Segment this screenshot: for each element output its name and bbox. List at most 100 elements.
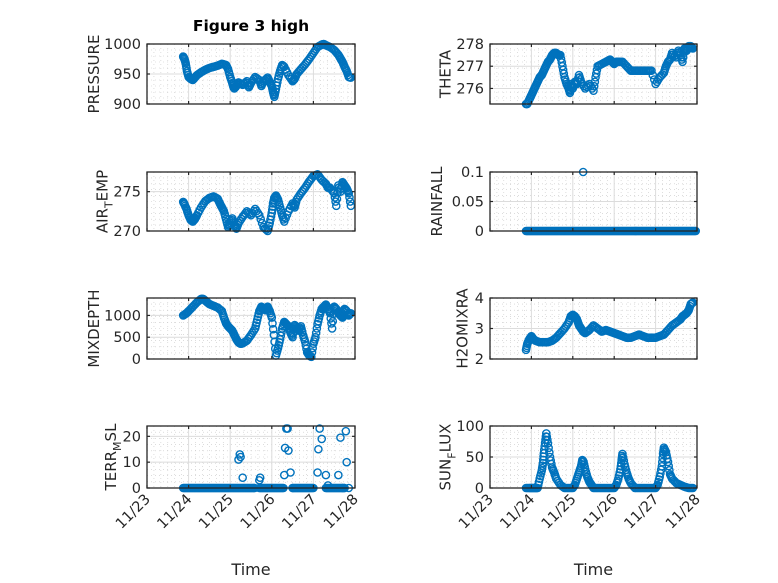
- data-point: [267, 205, 277, 215]
- axes-box: [146, 297, 356, 360]
- data-point: [268, 324, 278, 334]
- y-axis-label: H2OMIXRA: [454, 288, 472, 369]
- x-tick-label: 11/26: [238, 492, 279, 533]
- data-point: [334, 470, 343, 480]
- y-tick-label: 50: [466, 450, 484, 466]
- data-point: [311, 328, 321, 338]
- series-mixdepth: [178, 294, 356, 362]
- data-point: [342, 457, 351, 467]
- x-tick-label: 11/25: [539, 492, 580, 533]
- axes-box: [146, 171, 356, 232]
- y-tick-label: 277: [456, 59, 484, 75]
- data-point: [323, 481, 333, 490]
- data-point: [255, 210, 264, 220]
- y-tick-label: 500: [113, 330, 141, 346]
- x-tick-label: 11/27: [622, 492, 663, 533]
- y-tick-label: 950: [113, 67, 141, 83]
- y-tick-label: 0.05: [452, 195, 484, 211]
- series-theta: [521, 41, 698, 109]
- subplot-row2-right: 0 0.05 0.1 RAINFALL: [428, 165, 701, 240]
- y-axis-label: RAINFALL: [428, 166, 446, 237]
- y-tick-label: 3: [475, 322, 484, 338]
- data-point: [313, 468, 322, 477]
- x-tick-label: 11/28: [663, 492, 704, 533]
- data-point: [590, 77, 600, 87]
- data-point: [663, 457, 673, 467]
- data-point: [249, 206, 259, 216]
- data-point: [345, 193, 354, 202]
- data-point: [234, 455, 243, 464]
- axes-box: [489, 43, 698, 105]
- data-point: [256, 214, 266, 224]
- minor-grid: [147, 426, 355, 488]
- data-point: [307, 348, 317, 357]
- data-point: [619, 456, 629, 466]
- x-axis-label: Time: [230, 560, 270, 579]
- y-axis-label: PRESSURE: [85, 35, 103, 114]
- data-point: [317, 434, 327, 444]
- data-point: [314, 444, 323, 454]
- data-point: [678, 53, 688, 62]
- data-point: [321, 470, 331, 480]
- y-tick-label: 0: [475, 224, 484, 240]
- data-point: [284, 446, 293, 455]
- y-tick-label: 10: [123, 455, 141, 471]
- y-tick-label: 0: [132, 352, 141, 368]
- x-tick-label: 11/25: [196, 492, 237, 533]
- y-axis-label: MIXDEPTH: [85, 289, 103, 367]
- data-point: [344, 188, 354, 198]
- x-axis-label: Time: [573, 560, 613, 579]
- y-tick-label: 278: [456, 37, 484, 53]
- axes-box: [146, 425, 356, 489]
- figure-title: Figure 3 high: [193, 17, 309, 35]
- data-point: [238, 473, 247, 482]
- y-tick-label: 0.1: [461, 165, 484, 181]
- x-tick-label: 11/23: [113, 492, 154, 533]
- data-point: [336, 433, 345, 442]
- y-tick-label: 1000: [104, 308, 141, 324]
- data-point: [315, 424, 324, 433]
- data-point: [341, 426, 351, 436]
- x-tick-label: 11/28: [321, 492, 362, 533]
- data-point: [543, 435, 552, 445]
- x-tick-label: 11/24: [155, 492, 196, 533]
- data-point: [678, 57, 687, 67]
- data-point: [268, 319, 277, 328]
- data-point: [664, 461, 674, 471]
- data-point: [647, 66, 656, 75]
- x-tick-label: 11/26: [580, 492, 621, 533]
- y-tick-label: 100: [456, 419, 484, 435]
- data-point: [283, 424, 292, 433]
- y-tick-label: 0: [475, 481, 484, 497]
- data-point: [345, 197, 355, 206]
- y-axis-label: THETA: [437, 49, 455, 99]
- y-axis-label: AIRTEMP: [94, 170, 116, 233]
- y-tick-label: 276: [456, 81, 484, 97]
- y-tick-label: 275: [113, 185, 141, 201]
- y-tick-label: 900: [113, 97, 141, 113]
- y-tick-label: 1000: [104, 37, 141, 53]
- data-point: [255, 473, 265, 482]
- data-point: [543, 439, 553, 448]
- data-point: [559, 69, 569, 78]
- y-tick-label: 4: [475, 291, 484, 307]
- x-tick-label: 11/27: [279, 492, 320, 533]
- data-point: [311, 332, 320, 342]
- data-point: [545, 448, 554, 457]
- data-point: [288, 332, 297, 342]
- y-tick-label: 2: [475, 352, 484, 368]
- y-tick-label: 270: [113, 224, 141, 240]
- data-point: [243, 208, 253, 217]
- y-axis-label: TERRMSL: [102, 423, 124, 492]
- data-point: [589, 81, 599, 91]
- data-point: [286, 468, 295, 477]
- y-axis-label: SUNFLUX: [437, 424, 459, 491]
